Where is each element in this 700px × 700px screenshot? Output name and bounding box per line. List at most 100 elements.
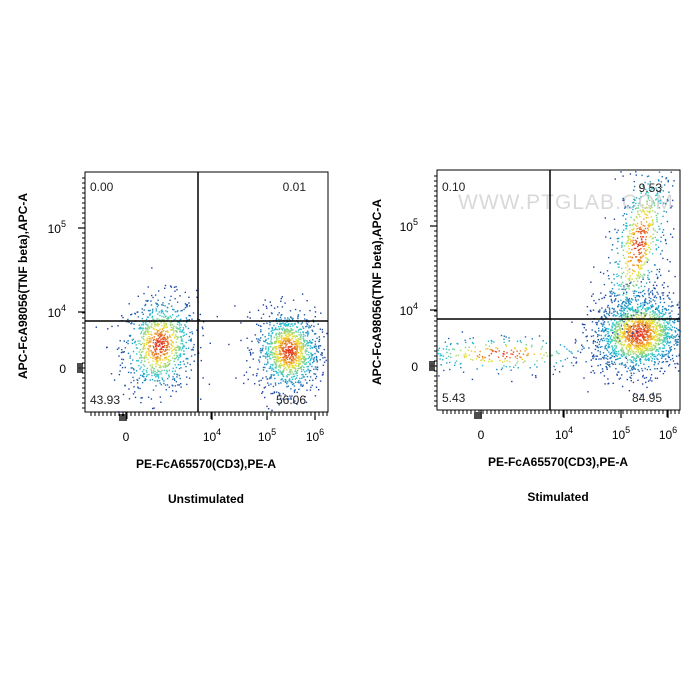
- event-dot: [646, 214, 648, 216]
- event-dot: [315, 368, 317, 370]
- event-dot: [670, 207, 672, 209]
- event-dot: [170, 295, 172, 298]
- event-dot: [140, 374, 142, 376]
- event-dot: [662, 350, 665, 353]
- event-dot: [639, 360, 642, 363]
- event-dot: [291, 395, 293, 397]
- event-dot: [674, 366, 677, 369]
- event-dot: [597, 346, 599, 349]
- event-dot: [277, 353, 280, 355]
- event-dot: [656, 193, 659, 195]
- event-dot: [173, 319, 175, 321]
- event-dot: [664, 239, 667, 242]
- event-dot: [156, 305, 159, 308]
- event-dot: [172, 342, 174, 344]
- event-dot: [254, 334, 256, 336]
- event-dot: [273, 352, 275, 354]
- event-dot: [672, 199, 674, 202]
- event-dot: [287, 338, 289, 340]
- event-dot: [189, 315, 191, 317]
- event-dot: [307, 344, 310, 347]
- event-dot: [505, 345, 508, 347]
- event-dot: [314, 333, 316, 335]
- event-dot: [632, 202, 634, 204]
- event-dot: [306, 335, 309, 337]
- event-dot: [618, 324, 620, 327]
- event-dot: [601, 368, 604, 370]
- event-dot: [617, 300, 619, 303]
- event-dot: [627, 338, 629, 341]
- event-dot: [629, 260, 632, 262]
- event-dot: [107, 328, 109, 330]
- event-dot: [637, 379, 639, 381]
- event-dot: [283, 358, 286, 361]
- event-dot: [279, 323, 281, 325]
- event-dot: [148, 350, 150, 352]
- event-dot: [290, 388, 292, 390]
- event-dot: [156, 360, 158, 362]
- event-dot: [149, 321, 151, 323]
- event-dot: [286, 321, 288, 323]
- event-dot: [468, 346, 470, 348]
- event-dot: [442, 355, 445, 357]
- event-dot: [149, 356, 152, 358]
- event-dot: [652, 299, 654, 301]
- event-dot: [630, 320, 632, 323]
- event-dot: [150, 300, 152, 302]
- event-dot: [158, 380, 161, 382]
- event-dot: [448, 349, 450, 351]
- event-dot: [654, 334, 657, 337]
- event-dot: [614, 178, 616, 180]
- event-dot: [660, 339, 662, 341]
- event-dot: [119, 364, 122, 366]
- event-dot: [645, 345, 648, 347]
- event-dot: [632, 334, 634, 337]
- event-dot: [631, 319, 633, 321]
- event-dot: [113, 379, 116, 381]
- event-dot: [661, 231, 664, 233]
- event-dot: [627, 334, 629, 337]
- event-dot: [167, 337, 169, 339]
- event-dot: [132, 393, 135, 395]
- event-dot: [649, 321, 651, 324]
- event-dot: [280, 397, 282, 399]
- event-dot: [289, 310, 292, 312]
- event-dot: [157, 325, 159, 327]
- event-dot: [630, 316, 632, 319]
- event-dot: [202, 328, 204, 330]
- event-dot: [626, 273, 629, 275]
- event-dot: [272, 385, 275, 388]
- event-dot: [142, 348, 145, 351]
- event-dot: [592, 370, 594, 372]
- event-dot: [614, 299, 616, 301]
- event-dot: [635, 344, 637, 347]
- event-dot: [640, 335, 642, 337]
- event-dot: [641, 275, 643, 277]
- event-dot: [629, 256, 632, 258]
- event-dot: [284, 332, 286, 335]
- event-dot: [155, 345, 157, 348]
- event-dot: [263, 322, 265, 325]
- event-dot: [165, 315, 167, 317]
- event-dot: [303, 376, 305, 378]
- event-dot: [634, 368, 636, 370]
- event-dot: [141, 397, 143, 399]
- event-dot: [662, 361, 665, 363]
- event-dot: [666, 332, 669, 335]
- event-dot: [155, 329, 158, 331]
- event-dot: [271, 409, 273, 412]
- event-dot: [641, 349, 644, 351]
- event-dot: [613, 340, 615, 342]
- event-dot: [633, 242, 635, 245]
- event-dot: [283, 346, 285, 349]
- event-dot: [615, 323, 617, 325]
- event-dot: [140, 362, 142, 364]
- event-dot: [180, 349, 183, 351]
- event-dot: [191, 331, 193, 333]
- event-dot: [292, 332, 294, 334]
- event-dot: [627, 367, 629, 369]
- event-dot: [616, 247, 618, 250]
- event-dot: [634, 199, 636, 201]
- event-dot: [284, 359, 286, 361]
- event-dot: [628, 350, 630, 352]
